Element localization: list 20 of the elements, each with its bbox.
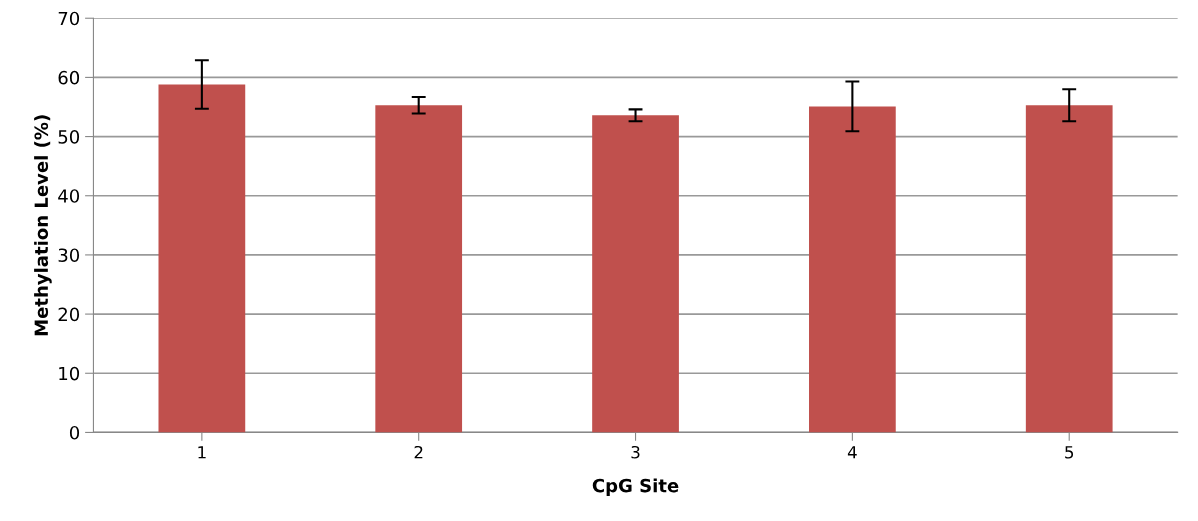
bar bbox=[1025, 105, 1113, 433]
x-tick-label: 1 bbox=[198, 446, 206, 459]
bar bbox=[809, 106, 896, 433]
y-tick-label: 20 bbox=[58, 307, 80, 322]
x-tick-label: 4 bbox=[847, 446, 857, 459]
y-tick-label: 0 bbox=[69, 425, 80, 440]
bar bbox=[375, 105, 463, 433]
y-axis-title: Methylation Level (%) bbox=[34, 115, 52, 336]
y-tick-label: 70 bbox=[58, 11, 80, 26]
bar bbox=[158, 84, 246, 433]
bar bbox=[592, 115, 679, 433]
x-tick-label: 5 bbox=[1065, 446, 1074, 459]
y-tick-label: 40 bbox=[58, 189, 80, 203]
y-tick-label: 50 bbox=[58, 130, 80, 144]
x-axis-title: CpG Site bbox=[592, 478, 679, 496]
y-tick-label: 10 bbox=[59, 366, 80, 381]
x-tick-label: 3 bbox=[631, 445, 640, 459]
x-tick-label: 2 bbox=[414, 445, 423, 459]
y-tick-label: 30 bbox=[58, 248, 80, 263]
y-tick-label: 60 bbox=[58, 70, 80, 85]
